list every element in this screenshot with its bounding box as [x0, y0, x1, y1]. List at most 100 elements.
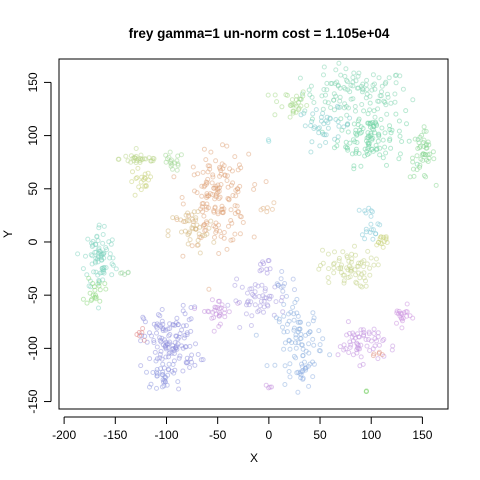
data-point	[360, 86, 365, 92]
data-point	[386, 75, 392, 81]
data-point	[119, 270, 125, 276]
data-point	[410, 155, 415, 161]
data-point	[180, 302, 186, 308]
data-point	[233, 298, 239, 304]
data-point	[249, 286, 255, 292]
data-point	[164, 382, 170, 388]
data-point	[346, 350, 352, 355]
data-point	[379, 352, 385, 358]
data-point	[141, 337, 147, 343]
data-point	[385, 91, 390, 97]
data-point	[125, 158, 131, 164]
data-point	[396, 311, 401, 317]
data-point	[110, 255, 116, 261]
data-point	[343, 139, 349, 145]
data-point	[293, 340, 299, 346]
data-point	[300, 376, 306, 382]
data-point	[373, 256, 379, 262]
y-tick-label: -100	[26, 336, 40, 360]
data-point	[93, 258, 98, 264]
data-point	[186, 213, 192, 219]
data-point	[407, 174, 413, 180]
data-point	[186, 317, 192, 323]
data-point	[298, 96, 304, 102]
data-point	[308, 149, 314, 155]
data-point	[404, 301, 410, 307]
data-point	[360, 327, 366, 333]
data-point	[96, 222, 102, 228]
data-point	[266, 258, 272, 264]
data-point	[149, 333, 154, 339]
data-point	[172, 367, 178, 373]
data-point	[299, 361, 304, 367]
data-point	[200, 357, 206, 363]
data-point	[304, 103, 310, 108]
data-point	[351, 70, 357, 76]
data-point	[356, 207, 362, 213]
data-point	[421, 124, 427, 130]
data-point	[93, 255, 99, 261]
data-point	[356, 116, 362, 122]
x-axis-label: X	[250, 451, 258, 465]
data-point	[354, 140, 360, 145]
data-point	[207, 163, 213, 169]
data-point	[320, 106, 326, 112]
data-point	[295, 389, 301, 395]
data-point	[344, 112, 350, 118]
data-point	[174, 346, 180, 352]
data-point	[337, 94, 343, 100]
data-point	[328, 105, 334, 111]
data-point	[170, 322, 176, 328]
data-point	[86, 275, 92, 281]
data-point	[161, 326, 166, 332]
data-point	[364, 343, 370, 349]
data-point	[208, 149, 214, 155]
data-point	[404, 121, 409, 127]
data-point	[159, 318, 165, 324]
data-point	[333, 67, 339, 73]
data-point	[237, 325, 243, 330]
data-point	[195, 171, 201, 177]
data-point	[100, 240, 106, 246]
data-point	[237, 231, 243, 237]
data-point	[213, 158, 219, 164]
data-point	[104, 247, 110, 253]
data-point	[372, 81, 377, 87]
data-point	[335, 119, 341, 125]
data-point	[367, 93, 373, 99]
data-point	[272, 362, 278, 368]
data-point	[365, 120, 371, 126]
data-point	[310, 111, 316, 117]
data-point	[349, 151, 355, 157]
data-point	[374, 338, 379, 344]
y-tick-label: 100	[26, 125, 40, 145]
data-point	[203, 207, 209, 212]
data-point	[192, 306, 198, 312]
data-point	[323, 118, 329, 124]
data-point	[368, 221, 374, 227]
data-point	[166, 366, 171, 372]
data-point	[113, 266, 119, 272]
data-point	[255, 283, 261, 289]
data-point	[211, 185, 217, 191]
data-point	[212, 234, 217, 240]
data-point	[298, 112, 304, 118]
data-point	[392, 91, 398, 97]
data-point	[320, 247, 325, 253]
data-point	[345, 121, 351, 127]
data-point	[259, 282, 265, 288]
data-point	[399, 139, 405, 144]
data-point	[359, 102, 365, 107]
data-point	[311, 342, 317, 348]
data-point	[338, 116, 344, 122]
data-point	[396, 308, 402, 314]
data-point	[310, 336, 316, 342]
data-point	[355, 331, 361, 337]
data-point	[378, 117, 384, 122]
data-point	[115, 156, 121, 162]
data-point	[282, 363, 288, 369]
data-point	[331, 97, 337, 103]
data-point	[297, 75, 303, 81]
data-point	[132, 192, 138, 198]
data-point	[267, 296, 272, 302]
